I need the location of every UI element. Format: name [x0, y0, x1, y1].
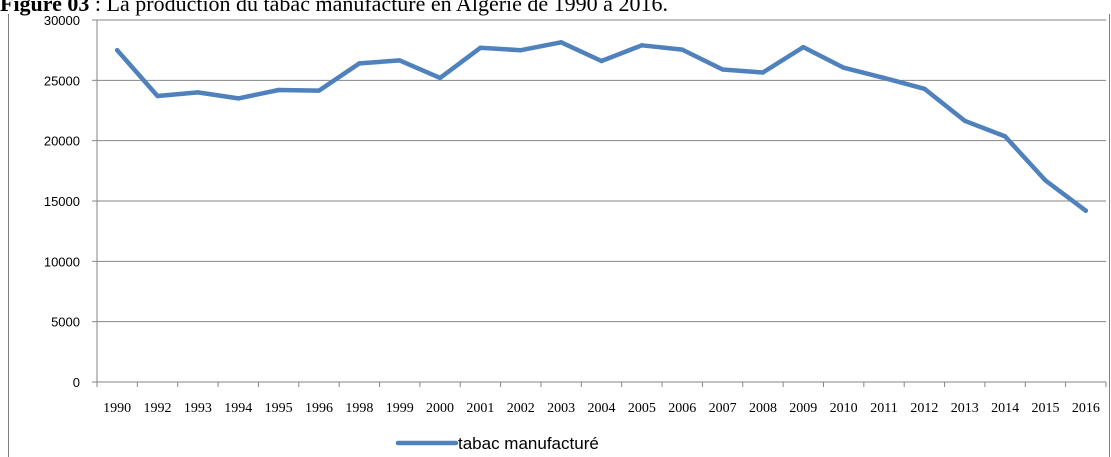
chart-frame	[8, 14, 1110, 457]
data-point	[558, 40, 564, 45]
y-tick-labels: 0 5000 10000 15000 20000 25000 30000	[44, 13, 80, 390]
x-tick-label: 1993	[184, 401, 212, 416]
data-point	[357, 61, 362, 66]
data-point	[155, 93, 160, 99]
data-point	[760, 70, 766, 75]
legend: tabac manufacturé	[395, 434, 599, 453]
y-tick-label: 20000	[44, 134, 80, 149]
data-point	[720, 67, 725, 72]
x-tick-label: 1999	[386, 401, 414, 416]
y-tick-label: 10000	[44, 254, 80, 269]
data-point	[195, 90, 201, 95]
x-tick-labels: 1990 1992 1993 1994 1995 1996 1998 1999 2000 2001…	[103, 401, 1100, 416]
data-point	[639, 43, 645, 48]
data-point	[236, 96, 241, 101]
figure-caption-text: : La production du tabac manufacturé en …	[89, 0, 668, 16]
x-tick-label: 2004	[588, 401, 616, 416]
figure-caption-label: Figure 03	[0, 0, 90, 16]
data-point	[1043, 178, 1048, 183]
x-tick-label: 2012	[910, 401, 938, 416]
data-point	[276, 87, 281, 93]
data-point	[1083, 208, 1089, 213]
x-tick-label: 2015	[1031, 401, 1059, 416]
x-tick-label: 2003	[547, 401, 575, 416]
figure-caption: Figure 03 : La production du tabac manuf…	[0, 0, 668, 17]
series-line	[114, 40, 1089, 213]
x-tick-label: 2007	[709, 401, 737, 416]
data-point	[599, 58, 604, 64]
x-tick-label: 2011	[870, 401, 897, 416]
y-tick-label: 25000	[44, 73, 80, 88]
x-tick-label: 2010	[830, 401, 858, 416]
x-tick-label: 2009	[789, 401, 817, 416]
y-tick-label: 0	[73, 375, 80, 390]
data-point	[680, 47, 685, 52]
x-tick-label: 2006	[668, 401, 696, 416]
x-tick-label: 2008	[749, 401, 777, 416]
data-point	[316, 88, 322, 93]
y-tick-label: 30000	[44, 13, 80, 28]
data-point	[478, 45, 483, 50]
data-point	[962, 118, 967, 123]
x-tick-label: 1990	[103, 401, 131, 416]
y-tick-label: 5000	[51, 315, 80, 330]
data-point	[881, 75, 887, 81]
x-tick-label: 2013	[951, 401, 979, 416]
data-point	[922, 86, 927, 91]
x-tick-label: 2016	[1072, 401, 1100, 416]
x-tick-label: 1992	[144, 401, 172, 416]
series-layer	[114, 40, 1089, 213]
data-point	[114, 47, 120, 53]
gridlines	[97, 19, 1106, 323]
data-point	[1002, 134, 1008, 139]
x-tick-label: 2001	[466, 401, 494, 416]
data-point	[518, 47, 523, 53]
data-point	[841, 65, 846, 70]
y-tick-label: 15000	[44, 194, 80, 209]
x-tick-label: 2000	[426, 401, 454, 416]
x-tick-label: 1998	[345, 401, 373, 416]
axes	[92, 19, 1107, 387]
x-tick-label: 2002	[507, 401, 535, 416]
legend-label: tabac manufacturé	[458, 434, 599, 453]
data-point	[437, 75, 443, 81]
data-point	[801, 44, 806, 50]
x-tick-label: 2014	[991, 401, 1019, 416]
x-tick-label: 1996	[305, 401, 333, 416]
x-tick-label: 2005	[628, 401, 656, 416]
data-point	[397, 58, 402, 63]
x-tick-label: 1994	[224, 401, 252, 416]
x-tick-label: 1995	[265, 401, 293, 416]
